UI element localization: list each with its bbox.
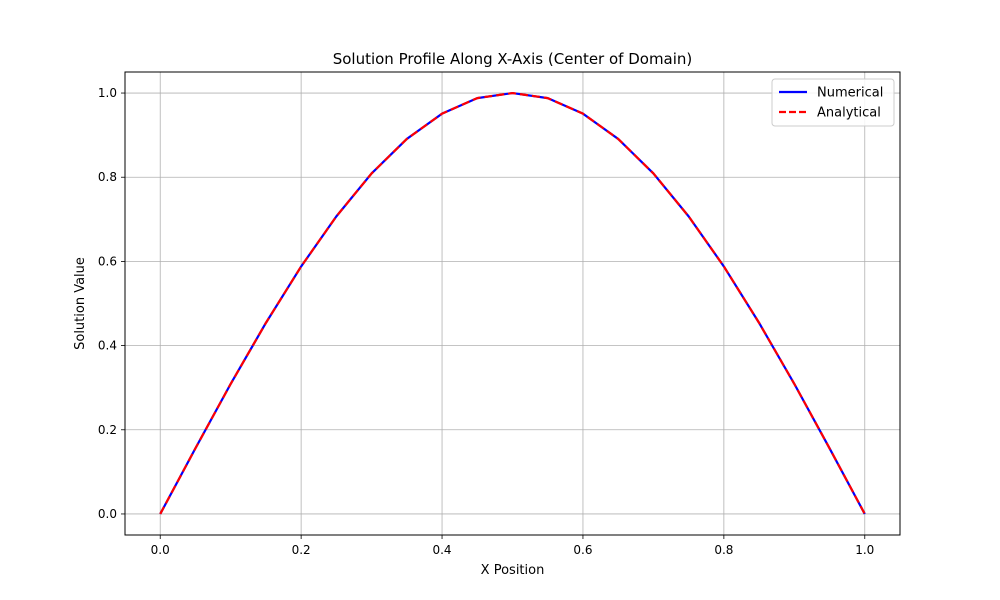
y-tick-label: 0.6 — [98, 254, 117, 268]
legend-label-analytical: Analytical — [817, 106, 881, 121]
series-group — [159, 91, 866, 515]
y-tick-label: 0.2 — [98, 423, 117, 437]
x-tick-label: 1.0 — [855, 543, 874, 557]
x-axis-label: X Position — [481, 563, 545, 578]
y-tick-label: 1.0 — [98, 86, 117, 100]
series-line-analytical — [159, 91, 866, 515]
x-tick-label: 0.8 — [714, 543, 733, 557]
chart-title: Solution Profile Along X-Axis (Center of… — [333, 50, 693, 68]
y-tick-label: 0.0 — [98, 507, 117, 521]
y-tick-label: 0.4 — [98, 339, 117, 353]
legend-label-numerical: Numerical — [817, 86, 883, 101]
plot-frame — [124, 71, 901, 536]
x-tick-label: 0.0 — [151, 543, 170, 557]
x-tick-label: 0.4 — [432, 543, 451, 557]
legend: Numerical Analytical — [771, 78, 895, 127]
x-axis: 0.0 0.2 0.4 0.6 0.8 1.0 — [151, 535, 874, 557]
grid — [125, 72, 900, 535]
x-tick-label: 0.6 — [573, 543, 592, 557]
y-axis-label: Solution Value — [73, 257, 88, 350]
legend-box — [771, 78, 895, 127]
y-tick-label: 0.8 — [98, 170, 117, 184]
y-axis: 0.0 0.2 0.4 0.6 0.8 1.0 — [98, 86, 125, 521]
x-tick-label: 0.2 — [292, 543, 311, 557]
